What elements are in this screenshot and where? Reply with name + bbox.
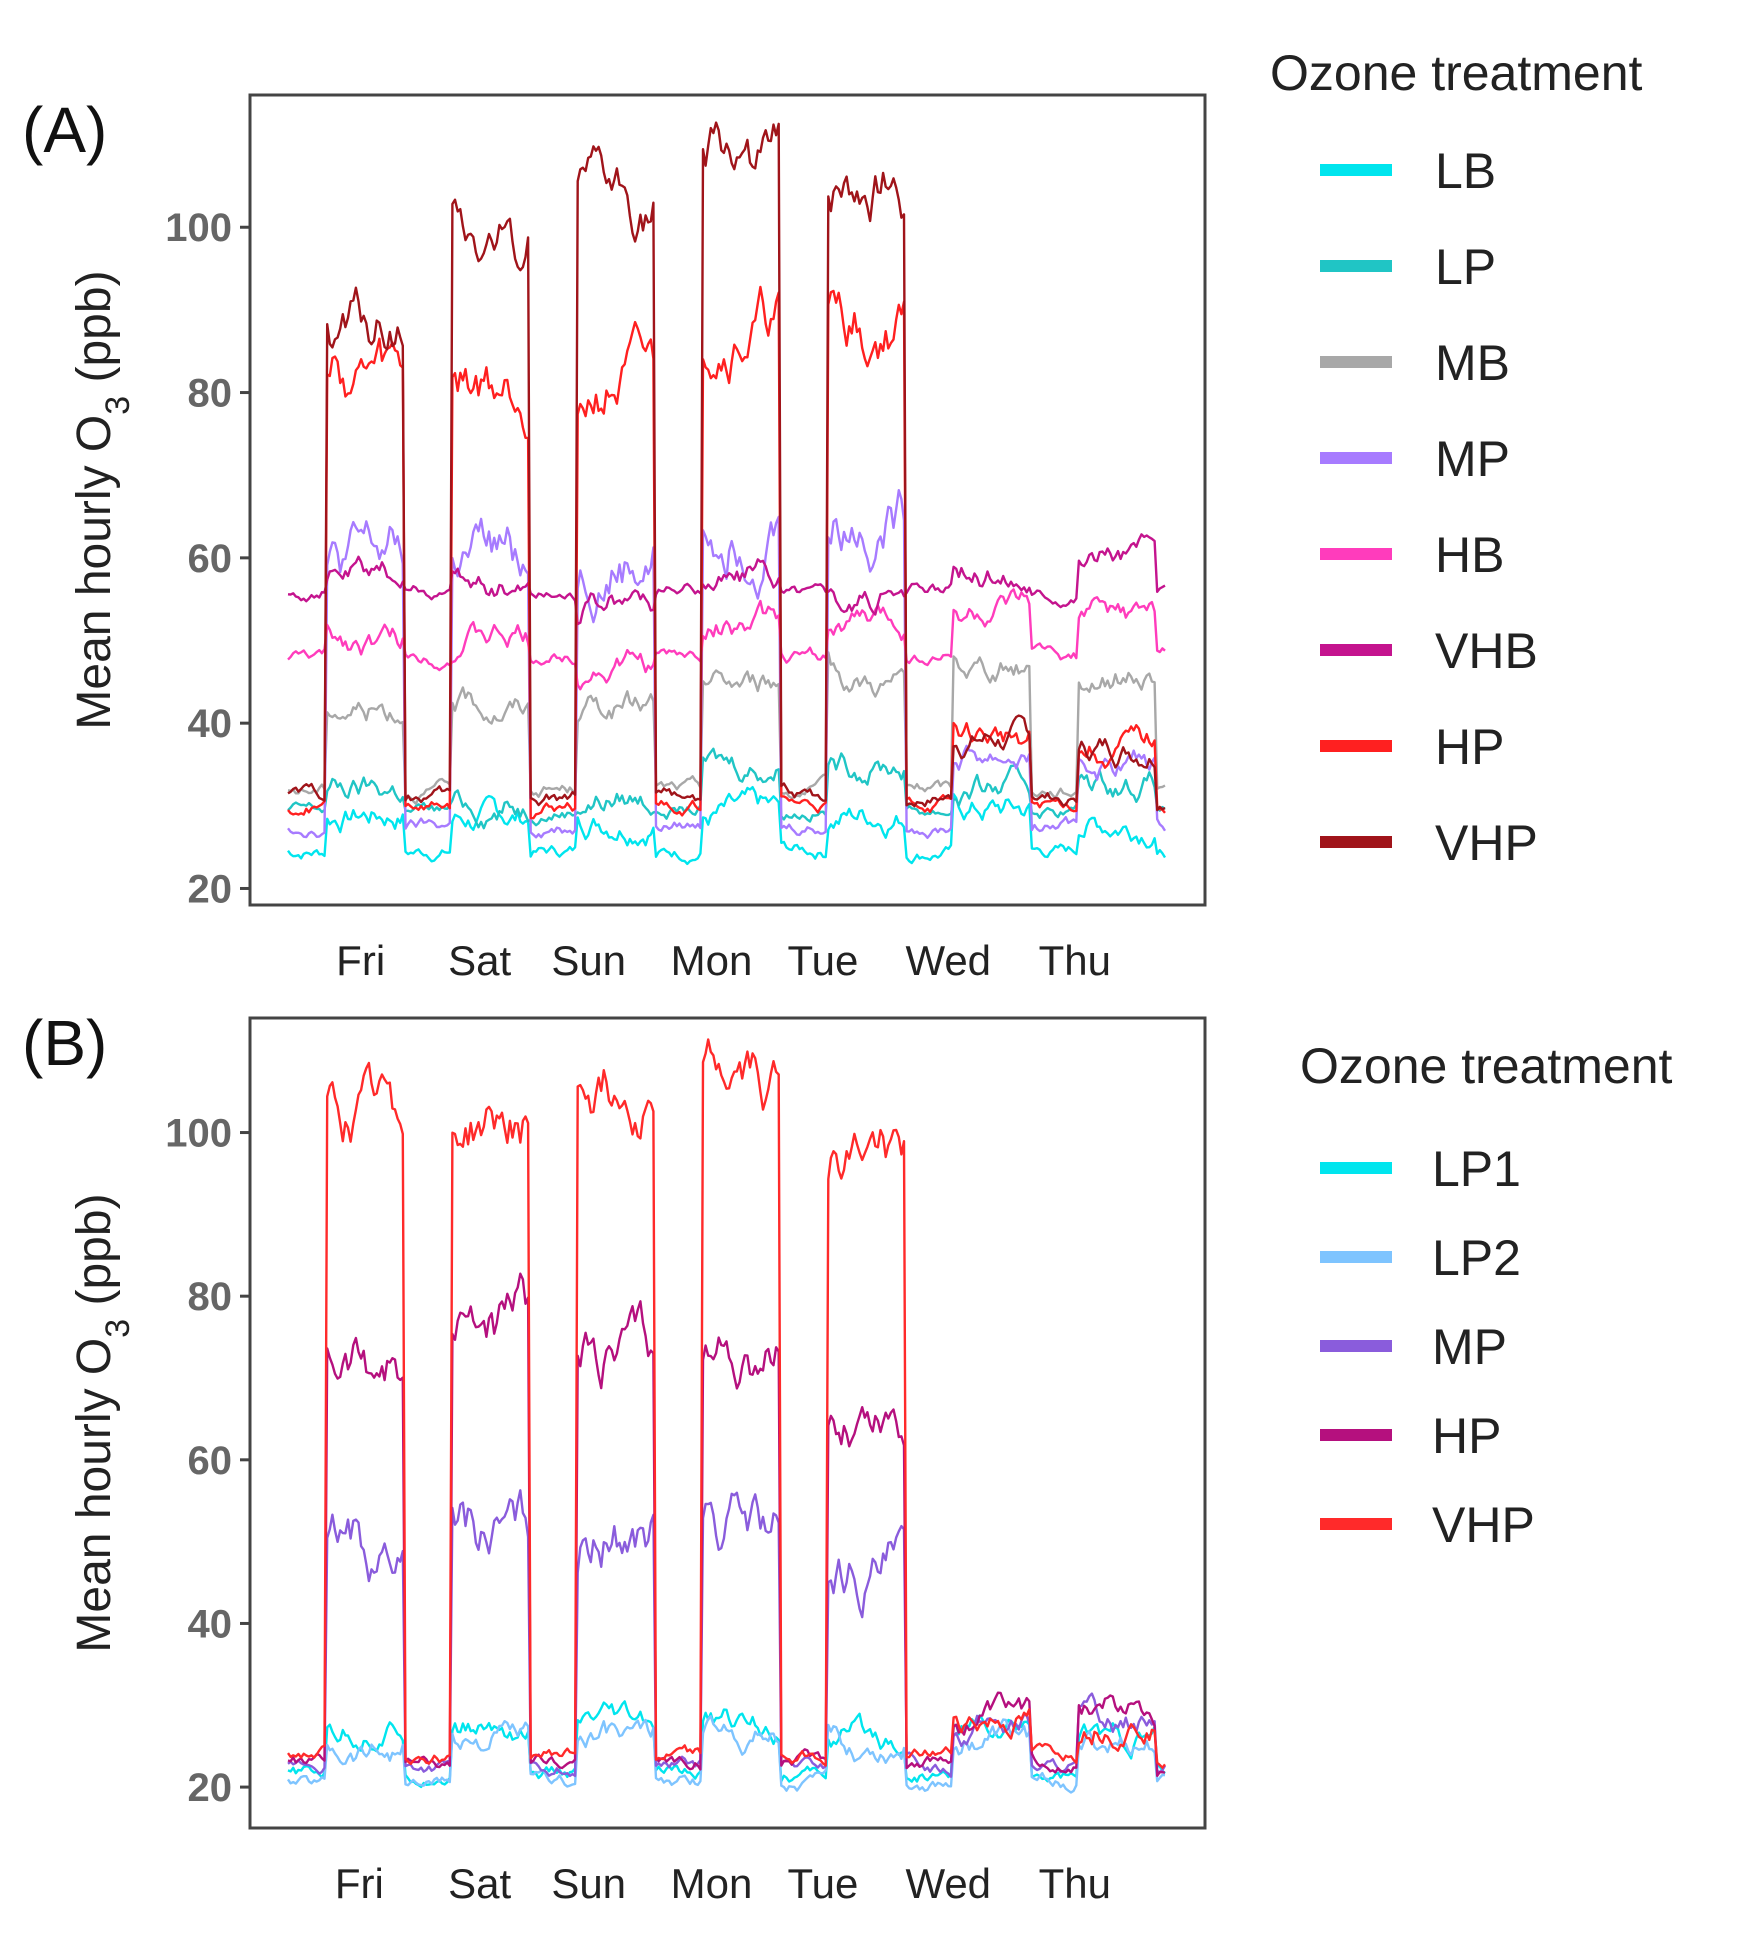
panel-a-series-line-mp — [287, 489, 1167, 839]
panel-a-legend-key-hb — [1320, 548, 1392, 560]
panel-a-x-tick-label: Sat — [448, 937, 511, 984]
panel-b-legend: Ozone treatment LP1 LP2 MP HP VHP — [1300, 1038, 1673, 1553]
panel-b-legend-key-hp — [1320, 1429, 1392, 1441]
panel-a: (A) Mean hourly O3 (ppb) 20 40 60 80 100 Fri… — [22, 45, 1643, 984]
panel-b-legend-label-lp1: LP1 — [1432, 1141, 1521, 1197]
panel-a-legend-label-mb: MB — [1435, 335, 1510, 391]
panel-a-y-tick-label: 60 — [188, 537, 233, 581]
panel-a-y-axis-label-main: Mean hourly O — [68, 415, 121, 730]
panel-b-y-axis-label-unit: (ppb) — [68, 1193, 121, 1318]
panel-a-plot-frame — [248, 93, 1207, 907]
panel-a-legend-key-vhp — [1320, 836, 1392, 848]
panel-a-legend-label-lp: LP — [1435, 239, 1496, 295]
panel-a-x-tick-label: Tue — [788, 937, 859, 984]
panel-b-y-ticks: 20 40 60 80 100 — [165, 1112, 250, 1810]
panel-b-legend-key-mp — [1320, 1340, 1392, 1352]
panel-a-x-tick-label: Wed — [905, 937, 991, 984]
panel-b-legend-label-vhp: VHP — [1432, 1497, 1535, 1553]
panel-b-series-line-lp2 — [287, 1715, 1166, 1794]
panel-a-y-axis-label-sub: 3 — [99, 396, 137, 415]
panel-b-x-tick-label: Fri — [335, 1860, 384, 1907]
panel-b-y-tick-label: 40 — [188, 1602, 233, 1646]
panel-b-y-axis-label: Mean hourly O3 (ppb) — [68, 1193, 137, 1652]
panel-a-x-tick-label: Mon — [671, 937, 753, 984]
panel-a-legend-key-mp — [1320, 452, 1392, 464]
panel-a-legend: Ozone treatment LB LP MB MP HB VHB HP VHP — [1270, 45, 1643, 871]
panel-b-series-line-lp1 — [287, 1700, 1166, 1789]
panel-a-legend-key-hp — [1320, 740, 1392, 752]
panel-a-y-ticks: 20 40 60 80 100 — [165, 206, 250, 911]
panel-b-legend-label-hp: HP — [1432, 1408, 1501, 1464]
panel-b-y-tick-label: 60 — [188, 1439, 233, 1483]
panel-a-series-line-lp — [287, 747, 1166, 830]
panel-b-legend-key-lp1 — [1320, 1162, 1392, 1174]
panel-a-label: (A) — [22, 94, 107, 166]
panel-a-series-line-hb — [287, 588, 1166, 691]
panel-a-y-axis-label: Mean hourly O3 (ppb) — [68, 270, 137, 729]
panel-b-legend-key-vhp — [1320, 1518, 1392, 1530]
panel-a-series-line-vhp — [287, 121, 1166, 812]
panel-a-legend-label-hp: HP — [1435, 719, 1504, 775]
panel-a-series-line-hp — [287, 285, 1166, 820]
panel-b-plot-frame — [248, 1016, 1207, 1830]
panel-a-y-tick-label: 100 — [165, 206, 232, 250]
panel-b-x-ticks: Fri Sat Sun Mon Tue Wed Thu — [335, 1860, 1111, 1907]
panel-b-y-axis-label-sub: 3 — [99, 1319, 137, 1338]
panel-b-y-axis-title: Mean hourly O3 (ppb) — [68, 1193, 137, 1652]
panel-a-series-line-lb — [287, 786, 1167, 866]
panel-b-series-line-vhp — [287, 1038, 1166, 1769]
panel-a-y-tick-label: 40 — [188, 702, 233, 746]
panel-a-series-line-vhb — [287, 533, 1166, 626]
panel-a-x-tick-label: Fri — [336, 937, 385, 984]
panel-a-legend-key-vhb — [1320, 644, 1392, 656]
panel-a-legend-label-lb: LB — [1435, 143, 1496, 199]
panel-b-series-line-mp — [287, 1489, 1167, 1778]
panel-b-x-tick-label: Sun — [551, 1860, 626, 1907]
panel-b-x-tick-label: Mon — [671, 1860, 753, 1907]
panel-a-x-ticks: Fri Sat Sun Mon Tue Wed Thu — [336, 937, 1111, 984]
panel-a-x-tick-label: Sun — [551, 937, 626, 984]
panel-b-series-line-hp — [287, 1272, 1166, 1777]
panel-a-legend-label-hb: HB — [1435, 527, 1504, 583]
panel-b-y-tick-label: 80 — [188, 1275, 233, 1319]
panel-b-label: (B) — [22, 1007, 107, 1079]
panel-b-legend-title: Ozone treatment — [1300, 1038, 1673, 1094]
panel-b-x-tick-label: Sat — [448, 1860, 511, 1907]
panel-a-legend-label-vhp: VHP — [1435, 815, 1538, 871]
panel-b: (B) Mean hourly O3 (ppb) 20 40 60 80 100 Fri… — [22, 1007, 1673, 1907]
panel-b-y-tick-label: 100 — [165, 1112, 232, 1156]
panel-a-series-line-mb — [287, 651, 1166, 805]
panel-b-x-tick-label: Thu — [1039, 1860, 1111, 1907]
panel-b-legend-label-lp2: LP2 — [1432, 1230, 1521, 1286]
panel-a-legend-title: Ozone treatment — [1270, 45, 1643, 101]
panel-a-legend-label-vhb: VHB — [1435, 623, 1538, 679]
panel-b-legend-key-lp2 — [1320, 1251, 1392, 1263]
panel-a-y-tick-label: 20 — [188, 867, 233, 911]
panel-a-x-tick-label: Thu — [1039, 937, 1111, 984]
panel-b-x-tick-label: Wed — [905, 1860, 991, 1907]
panel-a-y-tick-label: 80 — [188, 372, 233, 416]
panel-a-legend-key-lb — [1320, 164, 1392, 176]
panel-a-y-axis-title: Mean hourly O3 (ppb) — [68, 270, 137, 729]
panel-a-legend-key-lp — [1320, 260, 1392, 272]
panel-a-legend-key-mb — [1320, 356, 1392, 368]
panel-b-legend-label-mp: MP — [1432, 1319, 1507, 1375]
panel-a-series-lines — [287, 121, 1167, 866]
panel-b-series-lines — [287, 1038, 1167, 1794]
panel-a-y-axis-label-unit: (ppb) — [68, 270, 121, 395]
panel-b-x-tick-label: Tue — [788, 1860, 859, 1907]
panel-b-y-axis-label-main: Mean hourly O — [68, 1338, 121, 1653]
panel-b-y-tick-label: 20 — [188, 1766, 233, 1810]
panel-a-legend-label-mp: MP — [1435, 431, 1510, 487]
